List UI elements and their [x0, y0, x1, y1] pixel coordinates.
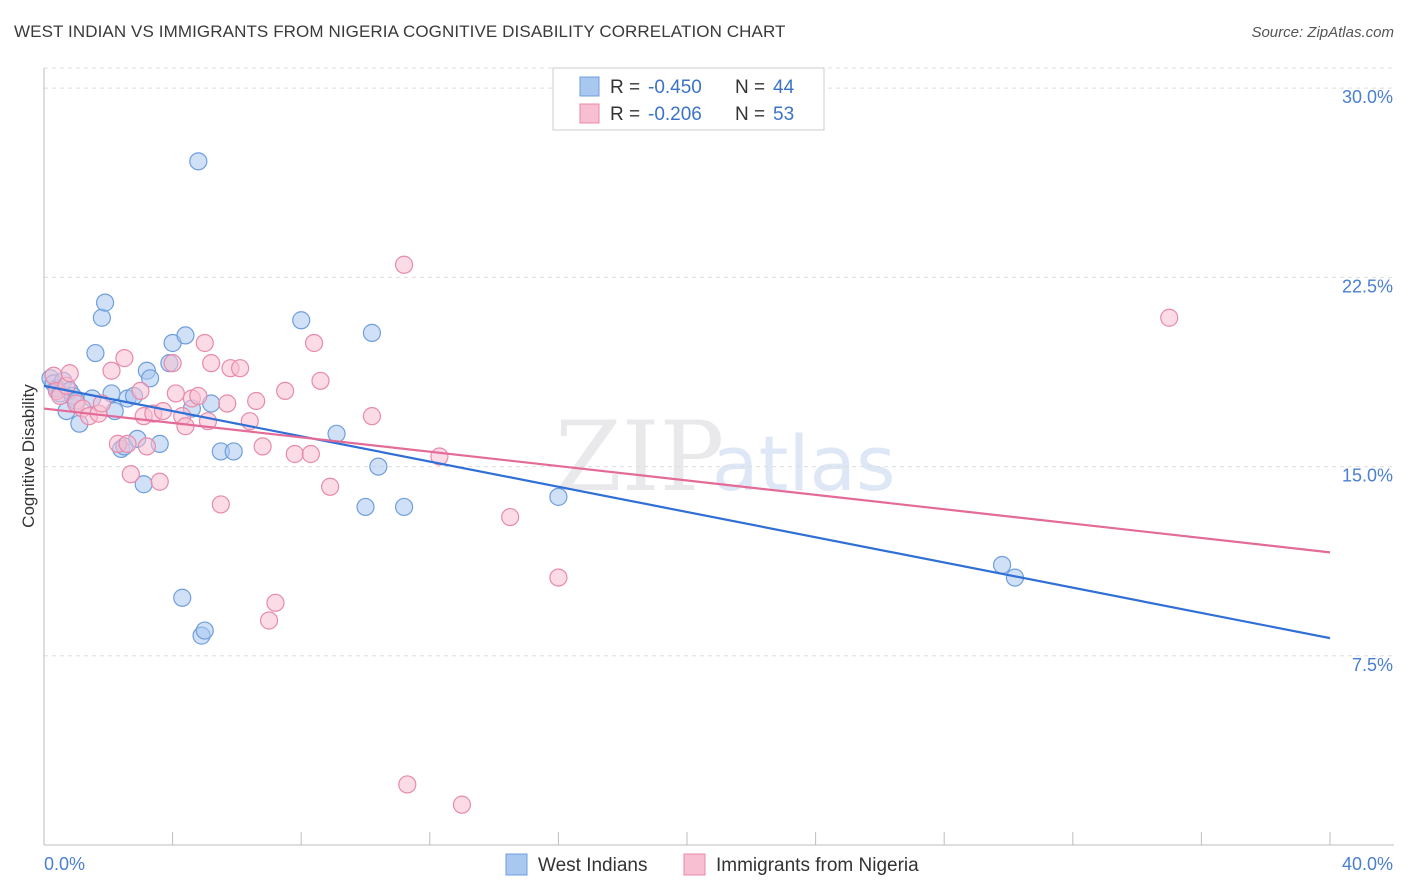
trendline-nigeria	[43, 407, 1331, 554]
point-nigeria	[285, 444, 304, 464]
y-tick-label: 7.5%	[1352, 655, 1393, 675]
point-nigeria	[259, 611, 279, 630]
stats-legend-n-value: 53	[773, 104, 794, 125]
stats-legend-r-label: R =	[610, 104, 640, 125]
stats-legend-n-label: N =	[735, 104, 765, 125]
point-west-indians	[92, 308, 111, 327]
stats-legend-r-value: -0.450	[648, 77, 702, 98]
point-nigeria	[253, 437, 272, 456]
point-west-indians	[176, 326, 195, 345]
point-nigeria	[102, 361, 121, 380]
point-west-indians	[173, 588, 192, 607]
point-west-indians	[394, 497, 414, 517]
point-west-indians	[224, 442, 243, 461]
trendlines	[43, 384, 1331, 640]
point-nigeria	[166, 384, 185, 403]
x-axis-ticks	[43, 832, 1331, 845]
point-nigeria	[501, 507, 520, 527]
point-west-indians	[195, 621, 214, 640]
point-west-indians	[292, 311, 311, 330]
y-tick-label: 15.0%	[1342, 466, 1393, 486]
point-nigeria	[131, 381, 150, 401]
point-nigeria	[176, 417, 195, 436]
point-nigeria	[362, 407, 382, 426]
point-nigeria	[92, 394, 111, 413]
stats-legend: R = -0.450 N = 44 R = -0.206 N = 53	[552, 67, 825, 131]
legend-swatch-nigeria	[683, 853, 706, 876]
point-nigeria	[218, 394, 237, 413]
y-tick-label: 22.5%	[1342, 276, 1393, 296]
y-tick-label: 30.0%	[1342, 87, 1393, 107]
point-nigeria	[549, 568, 568, 587]
point-west-indians	[362, 323, 382, 342]
point-nigeria	[301, 444, 320, 464]
stats-legend-swatch-blue	[579, 76, 600, 97]
point-west-indians	[140, 369, 160, 388]
y-axis-tick-labels: 7.5% 15.0% 22.5% 30.0%	[1342, 87, 1393, 675]
point-nigeria	[121, 465, 140, 484]
point-nigeria	[189, 386, 208, 406]
series-nigeria-points	[44, 255, 1179, 814]
point-west-indians	[86, 343, 105, 363]
point-nigeria	[304, 333, 324, 353]
watermark: ZIP atlas	[555, 401, 896, 513]
point-west-indians	[992, 555, 1012, 575]
x-tick-label-min: 0.0%	[44, 854, 85, 874]
point-west-indians	[369, 457, 388, 476]
point-west-indians	[189, 152, 208, 171]
point-nigeria	[276, 381, 295, 401]
watermark-zip: ZIP	[555, 401, 724, 513]
point-nigeria	[1160, 308, 1179, 327]
trendline-west-indians	[43, 384, 1331, 640]
x-tick-label-max: 40.0%	[1342, 854, 1393, 874]
stats-legend-r-label: R =	[610, 77, 640, 98]
stats-legend-r-value: -0.206	[648, 104, 702, 125]
point-nigeria	[394, 255, 414, 274]
point-west-indians	[549, 487, 568, 506]
point-west-indians	[95, 293, 115, 312]
point-nigeria	[452, 795, 472, 814]
point-nigeria	[398, 775, 417, 794]
point-nigeria	[195, 333, 214, 353]
point-nigeria	[211, 495, 230, 514]
point-nigeria	[137, 437, 156, 456]
stats-legend-n-value: 44	[773, 77, 795, 98]
point-nigeria	[115, 349, 134, 368]
point-nigeria	[60, 364, 79, 383]
stats-legend-n-label: N =	[735, 77, 765, 98]
point-nigeria	[321, 477, 340, 496]
point-nigeria	[118, 434, 137, 453]
point-nigeria	[150, 472, 169, 491]
chart-title: WEST INDIAN VS IMMIGRANTS FROM NIGERIA C…	[14, 22, 786, 41]
stats-legend-swatch-pink	[579, 103, 600, 124]
legend-swatch-west-indians	[505, 853, 528, 876]
legend-label-nigeria: Immigrants from Nigeria	[716, 855, 919, 876]
y-axis-label: Cognitive Disability	[19, 384, 38, 528]
chart-source: Source: ZipAtlas.com	[1251, 24, 1394, 41]
point-west-indians	[356, 497, 375, 517]
series-legend: West Indians Immigrants from Nigeria	[505, 853, 919, 876]
point-nigeria	[311, 371, 330, 390]
point-nigeria	[202, 354, 221, 373]
point-nigeria	[231, 359, 250, 378]
point-nigeria	[266, 593, 285, 612]
point-nigeria	[247, 391, 266, 411]
legend-label-west-indians: West Indians	[538, 855, 647, 876]
watermark-atlas: atlas	[712, 419, 896, 508]
point-nigeria	[163, 354, 182, 373]
